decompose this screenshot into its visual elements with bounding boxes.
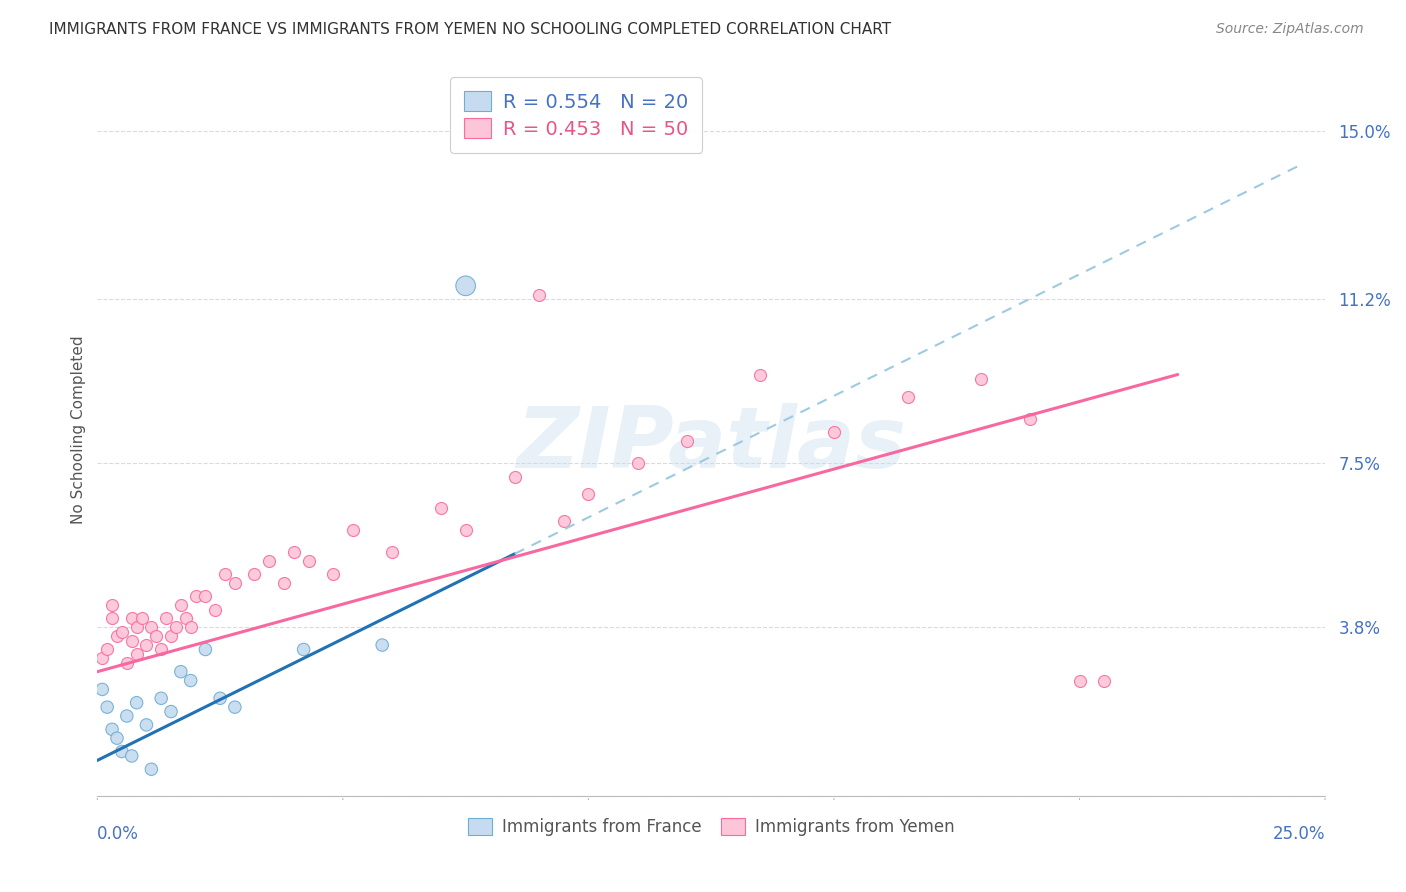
Text: Source: ZipAtlas.com: Source: ZipAtlas.com	[1216, 22, 1364, 37]
Text: 0.0%: 0.0%	[97, 825, 139, 843]
Point	[91, 651, 114, 665]
Point	[121, 611, 143, 625]
Point	[322, 567, 344, 582]
Y-axis label: No Schooling Completed: No Schooling Completed	[72, 335, 86, 524]
Point	[454, 278, 477, 293]
Point	[170, 665, 193, 679]
Point	[823, 425, 845, 439]
Point	[184, 589, 207, 603]
Point	[105, 629, 128, 643]
Point	[115, 656, 138, 670]
Point	[125, 696, 148, 710]
Point	[553, 514, 575, 528]
Point	[141, 620, 163, 634]
Point	[749, 368, 772, 382]
Point	[155, 611, 177, 625]
Point	[224, 700, 246, 714]
Point	[174, 611, 197, 625]
Point	[675, 434, 697, 448]
Point	[125, 620, 148, 634]
Point	[165, 620, 187, 634]
Point	[194, 642, 217, 657]
Point	[342, 523, 364, 537]
Point	[135, 718, 157, 732]
Point	[529, 287, 551, 301]
Point	[292, 642, 315, 657]
Point	[105, 731, 128, 746]
Point	[381, 545, 404, 559]
Point	[160, 705, 183, 719]
Point	[1092, 673, 1115, 688]
Point	[1069, 673, 1091, 688]
Point	[626, 456, 648, 470]
Point	[1019, 412, 1042, 426]
Text: 25.0%: 25.0%	[1272, 825, 1324, 843]
Point	[135, 638, 157, 652]
Point	[578, 487, 600, 501]
Legend: Immigrants from France, Immigrants from Yemen: Immigrants from France, Immigrants from …	[461, 811, 960, 842]
Point	[214, 567, 236, 582]
Point	[194, 589, 217, 603]
Point	[243, 567, 266, 582]
Point	[160, 629, 183, 643]
Text: ZIPatlas: ZIPatlas	[516, 403, 907, 486]
Point	[283, 545, 305, 559]
Point	[503, 469, 526, 483]
Point	[897, 390, 920, 404]
Point	[131, 611, 153, 625]
Point	[101, 598, 124, 612]
Point	[150, 642, 173, 657]
Point	[209, 691, 232, 706]
Point	[141, 762, 163, 776]
Point	[180, 620, 202, 634]
Point	[273, 576, 295, 591]
Point	[101, 611, 124, 625]
Point	[180, 673, 202, 688]
Point	[204, 602, 226, 616]
Point	[111, 624, 134, 639]
Point	[454, 523, 477, 537]
Point	[121, 633, 143, 648]
Point	[111, 744, 134, 758]
Point	[430, 500, 453, 515]
Point	[297, 554, 319, 568]
Point	[170, 598, 193, 612]
Point	[115, 709, 138, 723]
Point	[371, 638, 394, 652]
Point	[150, 691, 173, 706]
Point	[224, 576, 246, 591]
Text: IMMIGRANTS FROM FRANCE VS IMMIGRANTS FROM YEMEN NO SCHOOLING COMPLETED CORRELATI: IMMIGRANTS FROM FRANCE VS IMMIGRANTS FRO…	[49, 22, 891, 37]
Point	[125, 647, 148, 661]
Point	[121, 748, 143, 763]
Point	[96, 700, 118, 714]
Point	[91, 682, 114, 697]
Point	[970, 372, 993, 386]
Point	[145, 629, 167, 643]
Point	[101, 723, 124, 737]
Point	[257, 554, 280, 568]
Point	[96, 642, 118, 657]
